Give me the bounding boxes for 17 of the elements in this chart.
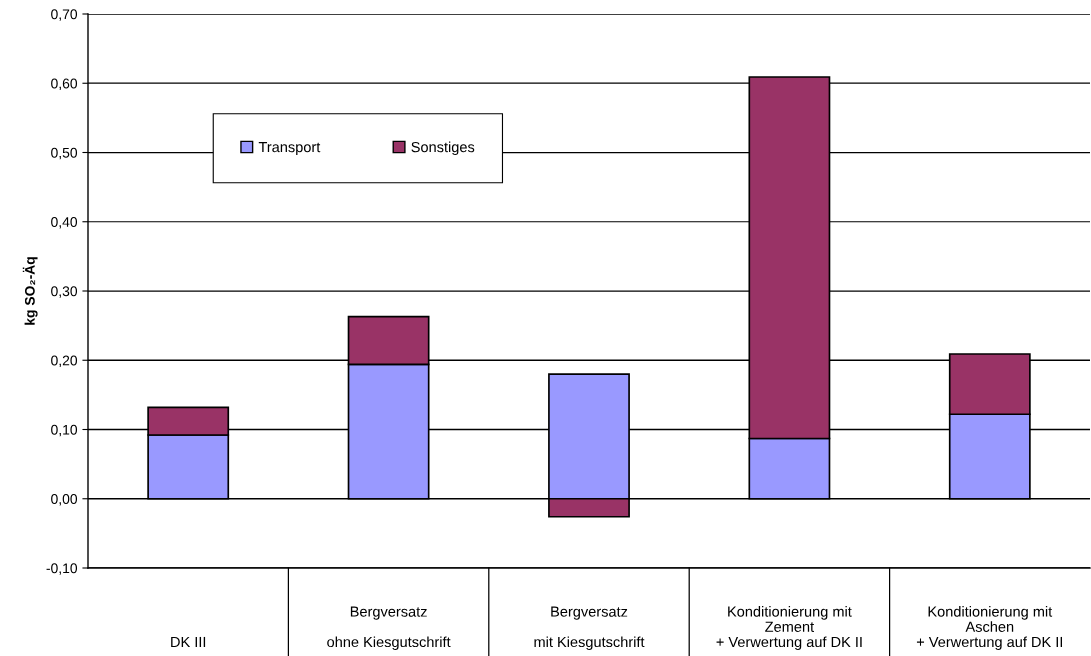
y-tick-label: 0,40 [51, 217, 78, 229]
y-tick-label: 0,30 [51, 286, 78, 298]
x-tick-label: Bergversatz mit Kiesgutschrift [534, 606, 645, 650]
x-tick-label: Bergversatz ohne Kiesgutschrift [327, 606, 451, 650]
x-tick-label: Konditionierung mit Zement + Verwertung auf DK II [716, 606, 862, 650]
y-tick-label: 0,20 [51, 355, 78, 368]
y-tick-label: -0,10 [46, 563, 78, 575]
legend-label: Sonstiges [411, 141, 475, 156]
y-axis-title: kg SO₂-Äq [22, 257, 38, 325]
y-tick-label: 0,60 [51, 78, 78, 91]
x-tick-label: DK III [171, 636, 206, 647]
y-tick-label: 0,00 [51, 494, 78, 506]
y-tick-label: 0,10 [51, 424, 78, 437]
y-tick-label: 0,50 [51, 147, 78, 160]
x-tick-label: Konditionierung mit Aschen + Verwertung auf DK II [916, 606, 1063, 650]
legend-label: Transport [258, 142, 321, 156]
y-tick-label: 0,70 [51, 9, 78, 21]
